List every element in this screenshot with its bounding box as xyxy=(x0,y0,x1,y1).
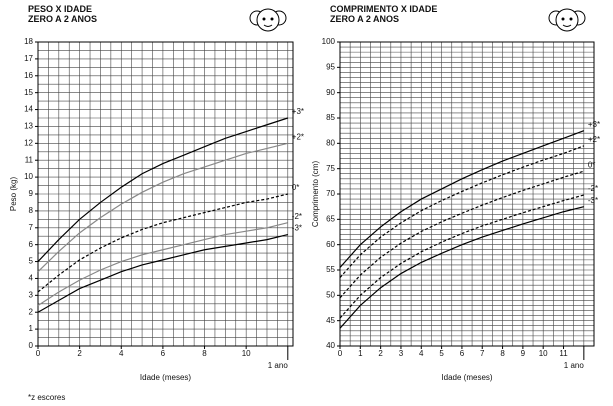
series-label: 0* xyxy=(588,160,596,169)
y-axis-label: Comprimento (cm) xyxy=(311,161,320,228)
y-tick-label: 55 xyxy=(326,265,335,274)
series-label: +3* xyxy=(588,120,600,129)
x-tick-label: 6 xyxy=(460,349,465,358)
x-tick-label: 1 ano xyxy=(564,361,585,370)
chart-title: PESO X IDADE xyxy=(28,4,92,14)
x-axis-label: Idade (meses) xyxy=(140,373,191,382)
y-tick-label: 65 xyxy=(326,214,335,223)
y-tick-label: 80 xyxy=(326,138,335,147)
x-tick-label: 6 xyxy=(161,349,166,358)
y-tick-label: 45 xyxy=(326,316,335,325)
series-line xyxy=(37,233,288,313)
series-line xyxy=(339,206,584,329)
x-tick-label: 9 xyxy=(521,349,526,358)
x-tick-label: 2 xyxy=(77,349,82,358)
x-tick-label: 4 xyxy=(119,349,124,358)
y-tick-label: 13 xyxy=(24,122,33,131)
series-line xyxy=(37,222,288,306)
y-tick-label: 60 xyxy=(326,240,335,249)
y-tick-label: 90 xyxy=(326,88,335,97)
y-tick-label: 17 xyxy=(24,54,33,63)
y-tick-label: 9 xyxy=(29,189,34,198)
series-label: +2* xyxy=(292,132,304,141)
series-label: -2* xyxy=(292,212,302,221)
series-line xyxy=(37,142,288,273)
series-line xyxy=(37,117,288,262)
series-line xyxy=(339,145,585,278)
y-tick-label: 5 xyxy=(29,257,34,266)
y-tick-label: 50 xyxy=(326,290,335,299)
series-label: -3* xyxy=(292,224,302,233)
y-tick-label: 85 xyxy=(326,113,335,122)
y-tick-label: 0 xyxy=(29,341,34,350)
footnote: *z escores xyxy=(28,393,65,402)
y-tick-label: 3 xyxy=(29,290,34,299)
x-tick-label: 8 xyxy=(500,349,505,358)
y-tick-label: 14 xyxy=(24,105,33,114)
girl-icon xyxy=(548,8,586,32)
x-tick-label: 2 xyxy=(378,349,383,358)
chart-title: COMPRIMENTO X IDADE xyxy=(330,4,437,14)
x-tick-label: 4 xyxy=(419,349,424,358)
x-tick-label: 10 xyxy=(242,349,251,358)
y-tick-label: 7 xyxy=(29,223,34,232)
y-tick-label: 12 xyxy=(24,138,33,147)
y-tick-label: 10 xyxy=(24,172,33,181)
x-tick-label: 0 xyxy=(36,349,41,358)
x-tick-label: 5 xyxy=(439,349,444,358)
y-tick-label: 1 xyxy=(29,324,34,333)
x-tick-label: 7 xyxy=(480,349,485,358)
y-tick-label: 100 xyxy=(322,37,336,46)
x-tick-label: 8 xyxy=(202,349,207,358)
y-tick-label: 8 xyxy=(29,206,34,215)
x-tick-label: 10 xyxy=(539,349,548,358)
y-tick-label: 2 xyxy=(29,307,34,316)
series-label: 0* xyxy=(292,183,300,192)
x-tick-label: 1 xyxy=(358,349,363,358)
y-tick-label: 15 xyxy=(24,88,33,97)
y-tick-label: 6 xyxy=(29,240,34,249)
x-tick-label: 1 ano xyxy=(268,361,289,370)
x-tick-label: 11 xyxy=(559,349,568,358)
y-tick-label: 4 xyxy=(29,274,34,283)
chart-subtitle: ZERO A 2 ANOS xyxy=(28,14,97,24)
series-line xyxy=(339,130,585,268)
series-label: -3* xyxy=(588,196,598,205)
y-tick-label: 40 xyxy=(326,341,335,350)
series-label: -2* xyxy=(588,184,598,193)
x-axis-label: Idade (meses) xyxy=(441,373,492,382)
girl-icon xyxy=(249,8,287,32)
y-tick-label: 18 xyxy=(24,37,33,46)
series-label: +3* xyxy=(292,107,304,116)
y-axis-label: Peso (kg) xyxy=(9,177,18,212)
x-tick-label: 3 xyxy=(399,349,404,358)
series-line xyxy=(37,193,288,293)
series-line xyxy=(339,170,585,299)
y-tick-label: 16 xyxy=(24,71,33,80)
series-label: +2* xyxy=(588,135,600,144)
series-line xyxy=(339,194,584,319)
x-tick-label: 0 xyxy=(338,349,343,358)
plot-frame xyxy=(37,41,294,347)
y-tick-label: 11 xyxy=(25,155,34,164)
y-tick-label: 75 xyxy=(326,164,335,173)
plot-frame xyxy=(339,41,595,347)
y-tick-label: 95 xyxy=(326,62,335,71)
y-tick-label: 70 xyxy=(326,189,335,198)
chart-subtitle: ZERO A 2 ANOS xyxy=(330,14,399,24)
